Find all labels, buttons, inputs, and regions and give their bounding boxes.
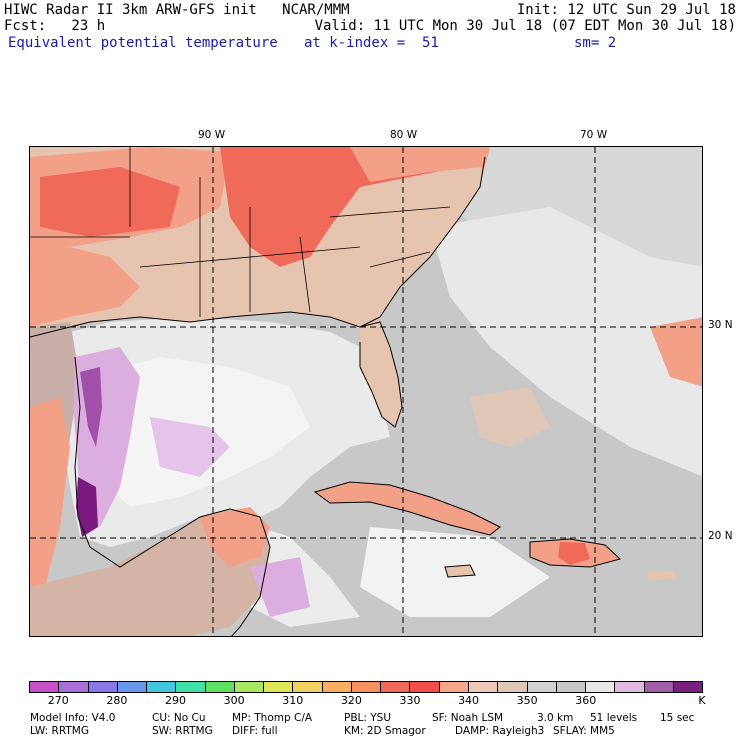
colorbar-swatch: [322, 682, 352, 692]
colorbar: [29, 681, 703, 693]
model-info-item: 51 levels: [590, 712, 638, 724]
colorbar-swatch: [234, 682, 265, 692]
model-info-item: Model Info: V4.0: [30, 712, 116, 724]
model-info-item: MP: Thomp C/A: [232, 712, 313, 724]
model-info-item: 15 sec: [660, 712, 695, 724]
colorbar-swatch: [527, 682, 557, 692]
model-info-item: KM: 2D Smagor: [344, 725, 426, 737]
init-time: Init: 12 UTC Sun 29 Jul 18: [516, 2, 736, 18]
lat-label-20n: 20 N: [708, 530, 733, 542]
field-name: Equivalent potential temperature: [8, 35, 278, 51]
lon-label-90w: 90 W: [198, 129, 226, 141]
colorbar-swatch: [586, 682, 616, 692]
colorbar-swatch: [117, 682, 148, 692]
colorbar-swatch: [88, 682, 118, 692]
colorbar-swatch: [264, 682, 294, 692]
header-title: HIWC Radar II 3km ARW-GFS init NCAR/MMM: [4, 2, 350, 18]
colorbar-swatch: [673, 682, 703, 692]
colorbar-swatch: [147, 682, 177, 692]
colorbar-tick-label: 270: [47, 694, 69, 707]
valid-time: Valid: 11 UTC Mon 30 Jul 18 (07 EDT Mon …: [314, 18, 736, 34]
colorbar-swatch: [59, 682, 89, 692]
colorbar-swatch: [381, 682, 411, 692]
colorbar-tick-label: 300: [223, 694, 245, 707]
model-info-item: PBL: YSU: [344, 712, 392, 724]
colorbar-tick-label: 310: [282, 694, 304, 707]
colorbar-swatch: [615, 682, 645, 692]
model-info-item: 3.0 km: [537, 712, 574, 724]
colorbar-swatch: [439, 682, 469, 692]
colorbar-swatch: [293, 682, 323, 692]
colorbar-unit: K: [698, 694, 706, 707]
colorbar-swatch: [176, 682, 206, 692]
colorbar-swatch: [30, 682, 60, 692]
smoothing-label: sm= 2: [574, 35, 617, 51]
colorbar-swatch: [468, 682, 499, 692]
colorbar-swatch: [556, 682, 587, 692]
model-info-item: DAMP: Rayleigh3: [455, 725, 545, 737]
theta-e-field: [30, 147, 702, 636]
colorbar-swatch: [351, 682, 382, 692]
colorbar-tick-label: 360: [575, 694, 597, 707]
lon-label-80w: 80 W: [390, 129, 418, 141]
colorbar-swatch: [205, 682, 235, 692]
lat-label-30n: 30 N: [708, 319, 733, 331]
forecast-hour: Fcst: 23 h: [4, 18, 106, 34]
lon-label-70w: 70 W: [580, 129, 608, 141]
colorbar-tick-label: 330: [399, 694, 421, 707]
colorbar-swatch: [644, 682, 674, 692]
model-info-item: DIFF: full: [232, 725, 278, 737]
colorbar-swatch: [410, 682, 440, 692]
colorbar-tick-label: 320: [340, 694, 362, 707]
colorbar-tick-label: 340: [458, 694, 480, 707]
colorbar-swatch: [498, 682, 528, 692]
colorbar-tick-label: 350: [516, 694, 538, 707]
model-info-item: LW: RRTMG: [30, 725, 89, 737]
level-label: at k-index = 51: [304, 35, 439, 51]
model-info-item: SF: Noah LSM: [432, 712, 504, 724]
model-info-item: CU: No Cu: [152, 712, 206, 724]
colorbar-tick-label: 280: [106, 694, 128, 707]
weather-map: [29, 146, 703, 637]
model-info-item: SW: RRTMG: [152, 725, 213, 737]
model-info-item: SFLAY: MM5: [553, 725, 615, 737]
colorbar-tick-label: 290: [165, 694, 187, 707]
